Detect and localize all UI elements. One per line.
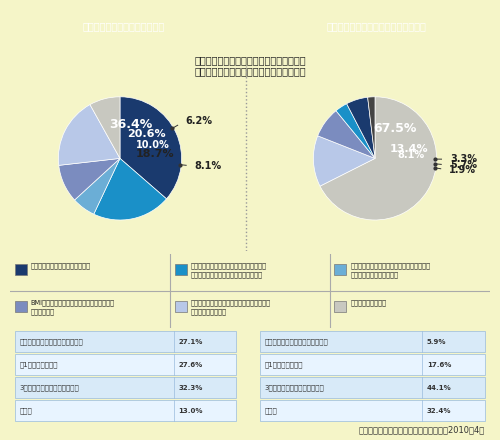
Bar <box>15 354 235 375</box>
Text: 診察時（来院時）に測定している: 診察時（来院時）に測定している <box>264 338 328 345</box>
Text: 13.4%: 13.4% <box>390 144 428 154</box>
Text: 6.2%: 6.2% <box>185 116 212 126</box>
Wedge shape <box>58 105 120 165</box>
Bar <box>260 331 485 352</box>
FancyBboxPatch shape <box>334 301 346 312</box>
Text: 8.1%: 8.1% <box>194 161 222 171</box>
Text: すべての患者さんに実施している: すべての患者さんに実施している <box>30 262 90 269</box>
Text: 36.4%: 36.4% <box>110 118 153 131</box>
Text: 月1回測定している: 月1回測定している <box>264 361 303 368</box>
Bar <box>15 331 235 352</box>
Wedge shape <box>368 97 375 158</box>
Text: にだけ実施している: にだけ実施している <box>190 308 226 315</box>
Text: ウエスト周囲径モニタリング実施状況: ウエスト周囲径モニタリング実施状況 <box>326 22 426 31</box>
Wedge shape <box>336 104 375 158</box>
Text: 27.1%: 27.1% <box>178 338 203 345</box>
Text: の患者にのみ実施している: の患者にのみ実施している <box>350 271 399 278</box>
FancyBboxPatch shape <box>174 264 186 275</box>
Text: 3カ月～半年毎に測定している: 3カ月～半年毎に測定している <box>264 385 324 391</box>
Text: 血糖値上昇や体重増加のリスクのある薬剤: 血糖値上昇や体重増加のリスクのある薬剤 <box>190 262 266 269</box>
Text: 診察時（来院時）に測定している: 診察時（来院時）に測定している <box>20 338 84 345</box>
Text: 1.9%: 1.9% <box>449 165 476 175</box>
FancyBboxPatch shape <box>15 264 27 275</box>
Text: 3カ月～半年毎に測定している: 3カ月～半年毎に測定している <box>20 385 80 391</box>
Bar <box>260 377 485 398</box>
Text: 5.9%: 5.9% <box>427 338 446 345</box>
Text: 実施している: 実施している <box>30 308 54 315</box>
Wedge shape <box>74 158 120 214</box>
Text: 67.5%: 67.5% <box>373 122 416 135</box>
Wedge shape <box>346 97 375 158</box>
Bar <box>15 377 235 398</box>
Wedge shape <box>318 111 375 158</box>
Text: 10.0%: 10.0% <box>136 140 170 150</box>
FancyBboxPatch shape <box>174 301 186 312</box>
Text: 13.0%: 13.0% <box>178 408 203 414</box>
Text: 月1回測定している: 月1回測定している <box>20 361 58 368</box>
Bar <box>260 400 485 422</box>
Text: 体重測定モニタリング実施状況: 体重測定モニタリング実施状況 <box>82 22 165 31</box>
Wedge shape <box>90 97 120 158</box>
Text: 全く実施していない: 全く実施していない <box>350 299 386 306</box>
Text: BMIの大きい（肥満している）患者さんのみ: BMIの大きい（肥満している）患者さんのみ <box>30 299 114 306</box>
Bar <box>15 400 235 422</box>
Text: 定期的には実施しておらず、気がついたとき: 定期的には実施しておらず、気がついたとき <box>190 299 270 306</box>
FancyBboxPatch shape <box>334 264 346 275</box>
Text: 27.6%: 27.6% <box>178 362 203 368</box>
Text: 抗精神病薬を処方された患者さんにおける
モニタリングの実施状況をお教え下さい。: 抗精神病薬を処方された患者さんにおける モニタリングの実施状況をお教え下さい。 <box>194 55 306 77</box>
FancyBboxPatch shape <box>15 301 27 312</box>
Text: その他: その他 <box>264 407 277 414</box>
Text: エムスリー（株）インターネット調査　2010年4月: エムスリー（株）インターネット調査 2010年4月 <box>359 425 485 435</box>
Wedge shape <box>314 136 375 186</box>
Text: 32.4%: 32.4% <box>427 408 452 414</box>
Text: その他: その他 <box>20 407 32 414</box>
Wedge shape <box>120 97 182 199</box>
Text: 18.7%: 18.7% <box>136 149 174 159</box>
Wedge shape <box>59 158 120 200</box>
Text: 高リスク（脂尿病や糖尿病の家族歴がある）: 高リスク（脂尿病や糖尿病の家族歴がある） <box>350 262 430 269</box>
Bar <box>260 354 485 375</box>
Text: 3.3%: 3.3% <box>450 154 477 164</box>
Text: 5.7%: 5.7% <box>450 160 477 170</box>
Text: 44.1%: 44.1% <box>427 385 452 391</box>
Wedge shape <box>94 158 166 220</box>
Wedge shape <box>320 97 436 220</box>
Text: 8.1%: 8.1% <box>397 150 424 160</box>
Text: 20.6%: 20.6% <box>126 129 166 139</box>
Text: 32.3%: 32.3% <box>178 385 203 391</box>
Text: 17.6%: 17.6% <box>427 362 451 368</box>
Text: を服用している患者さんに実施している: を服用している患者さんに実施している <box>190 271 262 278</box>
